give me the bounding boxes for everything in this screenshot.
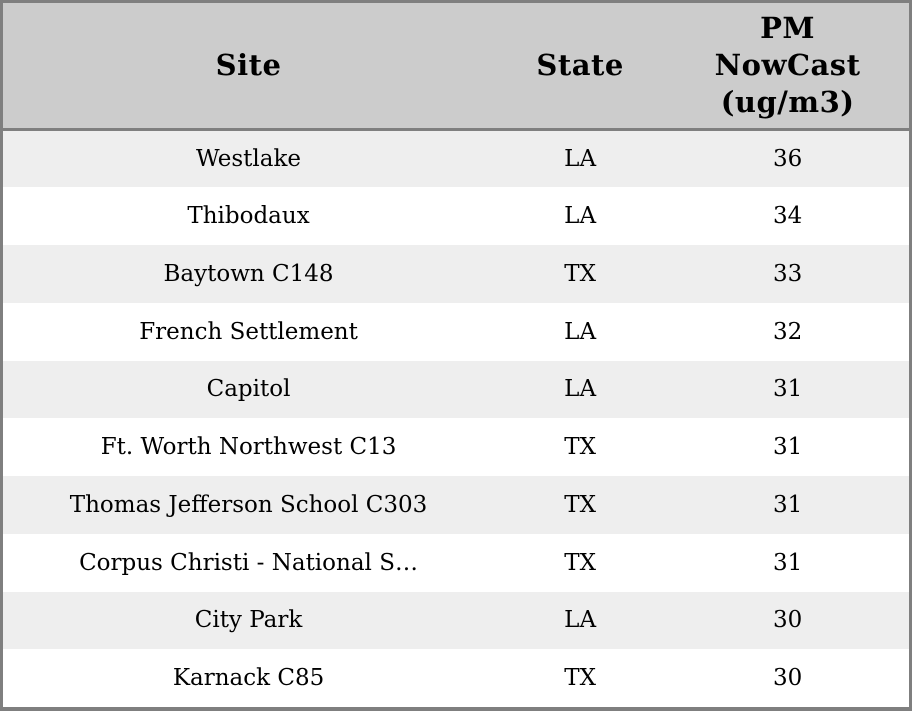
table-row: City Park LA 30 bbox=[3, 591, 909, 650]
table-row: Corpus Christi - National S… TX 31 bbox=[3, 533, 909, 592]
site-cell: Corpus Christi - National S… bbox=[79, 549, 418, 576]
site-cell: Thomas Jefferson School C303 bbox=[69, 491, 428, 518]
state-cell: LA bbox=[564, 376, 597, 403]
table-row: French Settlement LA 32 bbox=[3, 302, 909, 361]
table-row: Westlake LA 36 bbox=[3, 129, 909, 188]
pm-nowcast-cell: 31 bbox=[772, 434, 803, 461]
table-header: Site State PM NowCast (ug/m3) bbox=[3, 3, 909, 131]
pm-nowcast-cell: 32 bbox=[772, 318, 803, 345]
state-cell: TX bbox=[564, 260, 596, 287]
state-cell: TX bbox=[564, 665, 596, 692]
state-cell: TX bbox=[564, 491, 596, 518]
table-row: Thomas Jefferson School C303 TX 31 bbox=[3, 476, 909, 534]
state-cell: TX bbox=[564, 434, 596, 461]
site-cell: City Park bbox=[194, 607, 303, 634]
state-cell: LA bbox=[564, 146, 597, 173]
site-cell: French Settlement bbox=[139, 318, 358, 345]
pm-nowcast-cell: 33 bbox=[772, 260, 803, 287]
pm-nowcast-cell: 30 bbox=[772, 607, 803, 634]
data-table: Site State PM NowCast (ug/m3) Westlake LA… bbox=[3, 3, 909, 707]
header-row: Site State PM NowCast (ug/m3) bbox=[3, 3, 909, 131]
site-cell: Ft. Worth Northwest C13 bbox=[100, 434, 397, 461]
header-state: State bbox=[494, 3, 667, 131]
header-pm-nowcast: PM NowCast (ug/m3) bbox=[666, 3, 909, 131]
table-row: Karnack C85 TX 30 bbox=[3, 649, 909, 707]
site-cell: Baytown C148 bbox=[163, 260, 334, 287]
pm-nowcast-cell: 36 bbox=[772, 146, 803, 173]
site-cell: Westlake bbox=[196, 146, 302, 173]
state-cell: TX bbox=[564, 549, 596, 576]
pm-nowcast-cell: 30 bbox=[772, 665, 803, 692]
pm-nowcast-cell: 31 bbox=[772, 376, 803, 403]
table-row: Capitol LA 31 bbox=[3, 360, 909, 419]
table-row: Thibodaux LA 34 bbox=[3, 187, 909, 245]
site-cell: Thibodaux bbox=[187, 203, 310, 230]
state-cell: LA bbox=[564, 607, 597, 634]
pm-nowcast-cell: 34 bbox=[772, 203, 803, 230]
state-cell: LA bbox=[564, 318, 597, 345]
site-cell: Karnack C85 bbox=[172, 665, 325, 692]
header-site: Site bbox=[3, 3, 495, 131]
site-cell: Capitol bbox=[206, 376, 291, 403]
table-row: Baytown C148 TX 33 bbox=[3, 245, 909, 303]
table-body: Westlake LA 36 Thibodaux LA 34 Baytown C148 TX 3… bbox=[3, 129, 909, 707]
pm-nowcast-cell: 31 bbox=[772, 491, 803, 518]
state-cell: LA bbox=[564, 203, 597, 230]
table-row: Ft. Worth Northwest C13 TX 31 bbox=[3, 418, 909, 476]
pm-nowcast-cell: 31 bbox=[772, 549, 803, 576]
